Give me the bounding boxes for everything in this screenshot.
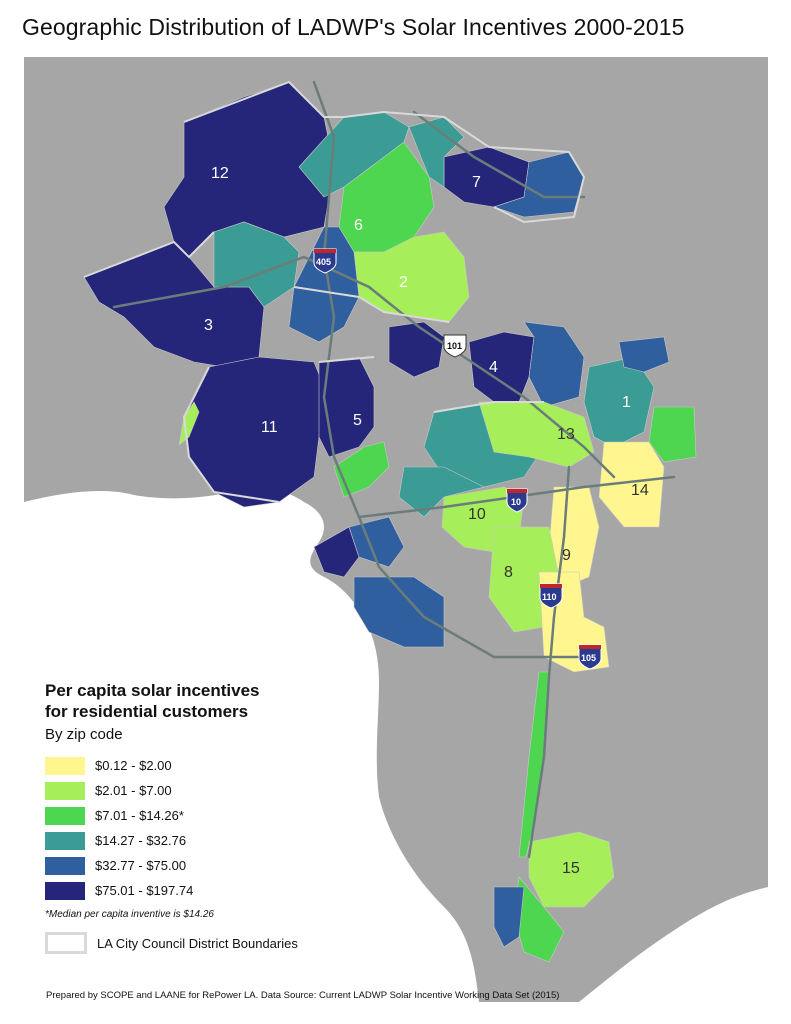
legend-title-line1: Per capita solar incentives <box>45 681 260 700</box>
district-boundary-west <box>83 231 280 503</box>
interstate-110-shield-shape <box>539 583 563 609</box>
interstate-405-shield-shape <box>313 248 337 274</box>
district-boundary-outline <box>183 80 586 224</box>
interstate-110-label: 110 <box>542 592 557 602</box>
district-label-10: 10 <box>468 506 486 523</box>
interstate-105-shield-shape <box>578 644 602 670</box>
zip-region-district-5 <box>318 356 375 458</box>
legend-subtitle: By zip code <box>45 726 123 743</box>
zip-region-district-13 <box>478 401 595 468</box>
district-label-15: 15 <box>562 860 580 877</box>
highway-shields: 405 101 10 110 105 <box>313 248 602 670</box>
legend-swatch <box>45 781 85 800</box>
legend-item-label: $14.27 - $32.76 <box>95 833 187 848</box>
us-101-shield-shape <box>443 334 467 358</box>
zip-region-district-1-green <box>648 406 697 463</box>
legend-item: $7.01 - $14.26* <box>45 803 325 828</box>
interstate-405-label: 405 <box>316 257 331 267</box>
legend-item-label: $32.77 - $75.00 <box>95 858 187 873</box>
freeway-5 <box>412 110 586 199</box>
interstate-10-shield-band <box>507 489 527 493</box>
zip-region-district-4 <box>468 331 535 403</box>
interstate-10-shield-shape <box>506 488 528 513</box>
legend-boundary-label: LA City Council District Boundaries <box>97 935 298 951</box>
district-boundaries <box>83 80 586 503</box>
legend-swatch <box>45 856 85 875</box>
legend-item-label: $7.01 - $14.26* <box>95 808 184 823</box>
zip-region-district-5-green <box>333 441 390 498</box>
legend-item-label: $0.12 - $2.00 <box>95 758 172 773</box>
legend-item: $0.12 - $2.00 <box>45 753 325 778</box>
district-label-5: 5 <box>353 412 362 429</box>
district-label-11: 11 <box>261 419 278 436</box>
zip-region-westchester <box>353 576 445 648</box>
legend-item: $14.27 - $32.76 <box>45 828 325 853</box>
legend-swatch <box>45 756 85 775</box>
district-label-14: 14 <box>631 482 649 499</box>
legend-swatch <box>45 831 85 850</box>
legend-boundary-item: LA City Council District Boundaries <box>45 932 325 954</box>
ocean-harbor <box>579 887 768 1002</box>
freeway-110 <box>527 465 571 859</box>
freeway-101 <box>112 255 616 479</box>
legend-note: *Median per capita inventive is $14.26 <box>45 909 214 920</box>
interstate-405-shield: 405 <box>313 248 337 274</box>
legend-item-label: $75.01 - $197.74 <box>95 883 194 898</box>
district-label-12: 12 <box>211 165 229 182</box>
district-boundary-central <box>293 286 544 413</box>
interstate-405-shield-band <box>314 249 336 253</box>
legend-swatch <box>45 881 85 900</box>
zip-regions <box>83 81 697 963</box>
zip-region-district-11-west <box>178 401 200 446</box>
zip-region-district-4-blue <box>523 321 585 408</box>
map-title: Geographic Distribution of LADWP's Solar… <box>22 14 685 40</box>
zip-region-district-15-blue <box>493 886 525 948</box>
district-label-2: 2 <box>399 274 408 291</box>
zip-region-district-14 <box>598 441 665 528</box>
zip-region-venice <box>313 526 360 578</box>
us-101-label: 101 <box>447 341 462 351</box>
legend-item: $75.01 - $197.74 <box>45 878 325 903</box>
district-label-6: 6 <box>354 217 363 234</box>
freeway-405 <box>312 80 586 659</box>
zip-region-district-15 <box>528 831 615 908</box>
footer-credit: Prepared by SCOPE and LAANE for RePower … <box>46 990 560 1001</box>
district-labels: 12 3 11 5 6 2 7 4 1 13 14 10 9 8 15 <box>204 165 649 877</box>
us-101-shield: 101 <box>443 334 467 358</box>
interstate-10-label: 10 <box>511 497 521 507</box>
map-canvas: 12 3 11 5 6 2 7 4 1 13 14 10 9 8 15 405 … <box>24 57 768 1002</box>
legend-swatch <box>45 806 85 825</box>
district-label-8: 8 <box>504 564 513 581</box>
legend-title-line2: for residential customers <box>45 702 249 721</box>
interstate-105-shield-band <box>579 645 601 649</box>
legend: Per capita solar incentives for resident… <box>45 680 325 954</box>
district-label-4: 4 <box>489 359 498 376</box>
district-label-3: 3 <box>204 317 213 334</box>
interstate-110-shield: 110 <box>539 583 563 609</box>
district-label-7: 7 <box>472 174 481 191</box>
district-label-13: 13 <box>557 426 575 443</box>
interstate-110-shield-band <box>540 584 562 588</box>
interstate-105-shield: 105 <box>578 644 602 670</box>
legend-boundary-swatch <box>45 932 87 954</box>
legend-item-label: $2.01 - $7.00 <box>95 783 172 798</box>
interstate-10-shield: 10 <box>506 488 528 513</box>
legend-item: $32.77 - $75.00 <box>45 853 325 878</box>
legend-item: $2.01 - $7.00 <box>45 778 325 803</box>
zip-region-district-10-teal <box>398 466 485 518</box>
district-label-9: 9 <box>562 547 571 564</box>
interstate-105-label: 105 <box>581 653 596 663</box>
district-label-1: 1 <box>622 394 631 411</box>
ocean <box>24 487 479 1002</box>
zip-region-district-1-blue <box>618 336 670 373</box>
